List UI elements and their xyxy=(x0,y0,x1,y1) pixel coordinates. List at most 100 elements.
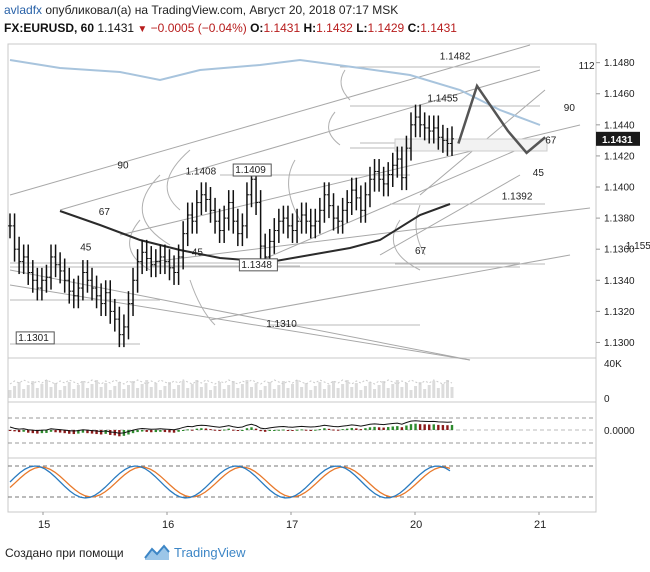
price-change: −0.0005 (−0.04%) xyxy=(150,21,247,35)
volume-bar xyxy=(76,385,80,398)
volume-zero-label: 0 xyxy=(604,394,610,405)
y-tick-label: 1.1440 xyxy=(604,120,635,131)
volume-bar xyxy=(190,384,194,398)
last-price: 1.1431 xyxy=(97,21,135,35)
volume-bar xyxy=(177,385,181,398)
volume-bar xyxy=(254,383,258,398)
macd-histogram-bar xyxy=(13,430,16,432)
volume-bar xyxy=(208,390,212,398)
price-label: 1.1310 xyxy=(266,319,297,330)
volume-bar xyxy=(158,390,162,398)
volume-bar xyxy=(250,387,254,398)
macd-histogram-bar xyxy=(245,428,249,430)
last-price-tag xyxy=(596,131,640,146)
stoch-d-line xyxy=(9,466,451,498)
volume-bar xyxy=(181,381,185,398)
fib-arc[interactable] xyxy=(189,279,216,326)
trend-line[interactable] xyxy=(149,207,591,263)
volume-tick-label: 40K xyxy=(604,359,622,370)
volume-bar xyxy=(291,384,295,398)
x-tick-label: 20 xyxy=(410,519,422,531)
volume-bar xyxy=(22,389,26,398)
macd-histogram-bar xyxy=(318,429,322,431)
volume-bar xyxy=(350,387,354,398)
trend-line[interactable] xyxy=(9,44,531,196)
macd-histogram-bar xyxy=(396,426,399,430)
macd-histogram-bar xyxy=(77,430,80,434)
price-label: 1.1409 xyxy=(235,165,266,176)
fib-arc[interactable] xyxy=(129,219,151,271)
macd-histogram-bar xyxy=(345,428,349,430)
fib-label: 67 xyxy=(545,135,557,146)
volume-bar xyxy=(395,380,399,398)
y-tick-label: 1.1480 xyxy=(604,58,635,69)
macd-histogram-bar xyxy=(181,430,185,431)
y-tick-label: 1.1460 xyxy=(604,89,635,100)
tradingview-brand[interactable]: TradingView xyxy=(144,543,246,561)
tradingview-label: TradingView xyxy=(174,544,246,560)
volume-bar xyxy=(117,382,121,398)
fib-label: 45 xyxy=(533,168,545,179)
volume-average xyxy=(9,379,453,385)
macd-histogram-bar xyxy=(405,425,408,430)
fib-label: 90 xyxy=(117,160,129,171)
fib-arc[interactable] xyxy=(288,159,301,221)
macd-histogram-bar xyxy=(341,429,344,431)
fib-arc[interactable] xyxy=(328,111,341,146)
forecast-path[interactable] xyxy=(457,83,547,155)
stoch-k-line xyxy=(9,465,451,499)
fib-arc[interactable] xyxy=(415,204,426,256)
symbol-label[interactable]: FX:EURUSD, 60 xyxy=(4,21,95,35)
volume-bar xyxy=(322,389,326,398)
fib-arc[interactable] xyxy=(340,69,351,101)
trend-line[interactable] xyxy=(9,269,471,361)
volume-bar xyxy=(199,387,203,398)
price-label-box xyxy=(232,163,272,177)
symbol-info: FX:EURUSD, 60 1.1431 ▼ −0.0005 (−0.04%) … xyxy=(4,21,457,35)
volume-bar xyxy=(309,390,313,398)
macd-histogram-bar xyxy=(432,424,435,430)
fib-arc[interactable] xyxy=(141,174,171,246)
volume-bar xyxy=(99,387,103,398)
trend-line[interactable] xyxy=(249,139,541,266)
made-with-text: Создано при помощи xyxy=(5,546,124,560)
fib-label: 112 xyxy=(579,61,595,72)
volume-bar xyxy=(90,384,94,398)
trend-line[interactable] xyxy=(379,174,521,256)
macd-histogram-bar xyxy=(45,430,48,433)
volume-bar xyxy=(17,382,21,398)
macd-histogram-bar xyxy=(359,429,363,431)
volume-bar xyxy=(313,386,317,398)
volume-bar xyxy=(450,387,454,398)
macd-histogram-bar xyxy=(150,430,153,433)
macd-histogram-bar xyxy=(323,428,326,430)
moving-average-line xyxy=(59,203,451,264)
trend-line[interactable] xyxy=(209,254,571,321)
volume-bar xyxy=(272,389,276,398)
macd-histogram-bar xyxy=(309,430,312,431)
macd-histogram-bar xyxy=(204,428,208,430)
macd-histogram-bar xyxy=(8,430,12,431)
author-link[interactable]: avladfx xyxy=(4,3,43,17)
volume-bar xyxy=(108,390,112,398)
volume-bar xyxy=(318,382,322,398)
y-tick-label: 1.1340 xyxy=(604,276,635,287)
down-arrow-icon: ▼ xyxy=(137,24,148,35)
macd-histogram-bar xyxy=(86,430,89,434)
macd-histogram-bar xyxy=(191,429,194,431)
volume-bar xyxy=(213,386,217,398)
price-chart[interactable]: 1.1300 1.1320 1.1340 1.1360 1.1380 1.1400 1.14… xyxy=(0,38,650,540)
macd-histogram-bar xyxy=(68,430,71,434)
trend-line[interactable] xyxy=(59,69,541,211)
macd-tick-label: 0.0000 xyxy=(604,426,635,437)
volume-bar xyxy=(35,388,39,398)
macd-histogram-bar xyxy=(418,424,422,430)
volume-bar xyxy=(113,386,117,398)
fib-arc[interactable] xyxy=(166,149,191,211)
volume-bar xyxy=(95,380,99,398)
macd-histogram-bar xyxy=(104,430,107,434)
trend-line[interactable] xyxy=(9,284,471,361)
fib-arc[interactable] xyxy=(392,219,421,271)
fib-label: 67 xyxy=(415,246,427,257)
macd-histogram-bar xyxy=(391,426,394,430)
